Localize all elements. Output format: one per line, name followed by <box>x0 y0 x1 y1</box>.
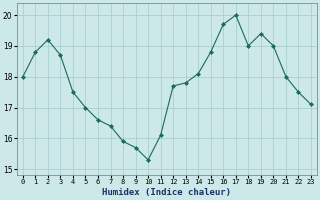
X-axis label: Humidex (Indice chaleur): Humidex (Indice chaleur) <box>102 188 231 197</box>
